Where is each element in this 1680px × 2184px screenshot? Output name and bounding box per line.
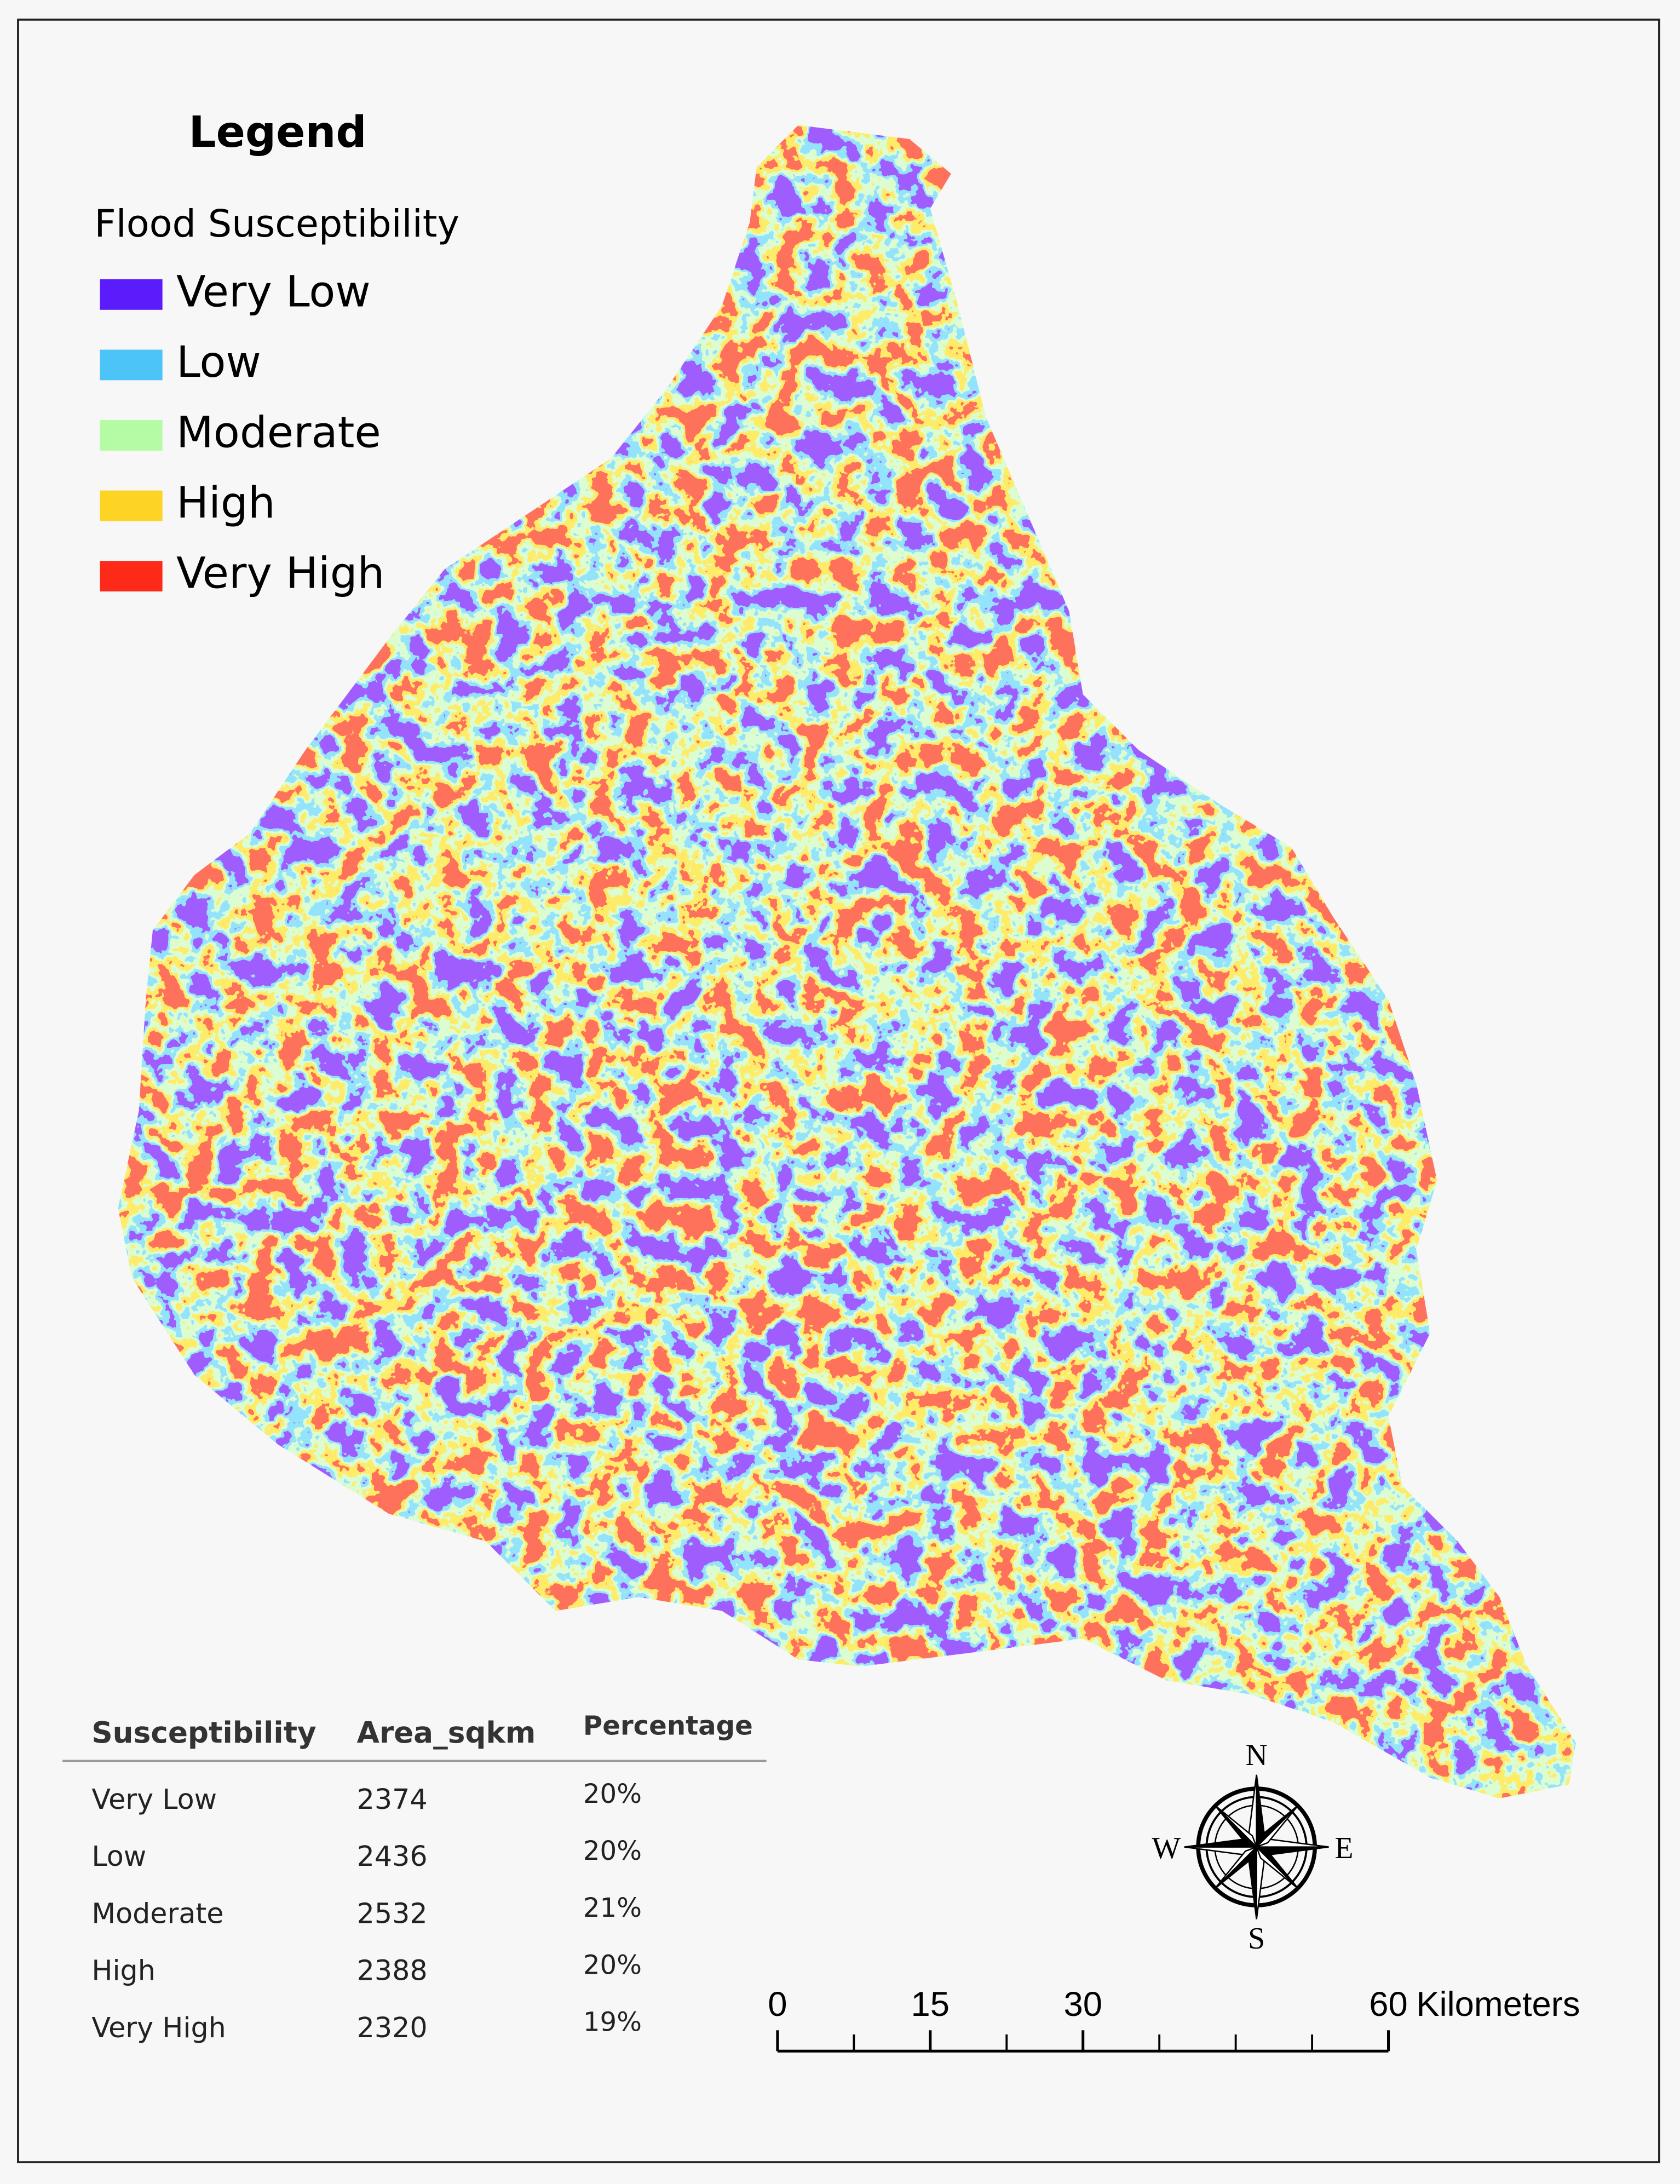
table-header: Susceptibility: [91, 1716, 316, 1750]
table-cell: 21%: [583, 1893, 642, 1923]
legend-label: Low: [176, 337, 261, 387]
scale-unit: Kilometers: [1416, 1985, 1580, 2024]
scale-label: 0: [768, 1985, 787, 2024]
scale-label: 15: [911, 1985, 950, 2024]
table-cell: 19%: [583, 2007, 642, 2038]
table-cell: 20%: [583, 1836, 642, 1866]
table-cell: 2388: [357, 1955, 428, 1987]
legend-subtitle: Flood Susceptibility: [94, 202, 459, 246]
table-header: Percentage: [583, 1711, 753, 1742]
legend-label: Moderate: [176, 407, 381, 457]
table-cell: Moderate: [91, 1897, 223, 1929]
scale-bar: 0 15 30 60 Kilometers: [768, 1985, 1580, 2053]
legend-swatch: [100, 490, 163, 521]
table-cell: Very High: [91, 2011, 226, 2044]
legend-label: High: [176, 478, 275, 528]
table-cell: 2436: [357, 1840, 428, 1872]
table-cell: Low: [91, 1840, 146, 1872]
legend-swatch: [100, 420, 163, 451]
legend-swatch: [100, 349, 163, 381]
table-cell: 2374: [357, 1783, 428, 1815]
table-cell: 2532: [357, 1897, 428, 1929]
scale-label: 30: [1063, 1985, 1102, 2024]
compass-rose: [1184, 1774, 1329, 1919]
compass-east: E: [1334, 1831, 1353, 1865]
table-cell: High: [91, 1955, 156, 1987]
table-cell: 2320: [357, 2011, 428, 2044]
compass-west: W: [1152, 1831, 1181, 1865]
table-header: Area_sqkm: [357, 1716, 536, 1750]
table-cell: Very Low: [91, 1783, 217, 1815]
legend-label: Very Low: [176, 266, 371, 317]
table-cell: 20%: [583, 1779, 642, 1809]
legend-label: Very High: [176, 548, 384, 599]
legend-items: Very Low Low Moderate High Very High: [100, 266, 384, 599]
stats-table: Susceptibility Area_sqkm Percentage Very Lo…: [62, 1711, 767, 2044]
table-cell: 20%: [583, 1950, 642, 1980]
compass-south: S: [1248, 1922, 1265, 1956]
compass-north: N: [1246, 1738, 1268, 1772]
legend-swatch: [100, 561, 163, 591]
scale-label: 60: [1369, 1985, 1408, 2024]
legend-swatch: [100, 279, 163, 310]
legend-title: Legend: [189, 107, 367, 157]
